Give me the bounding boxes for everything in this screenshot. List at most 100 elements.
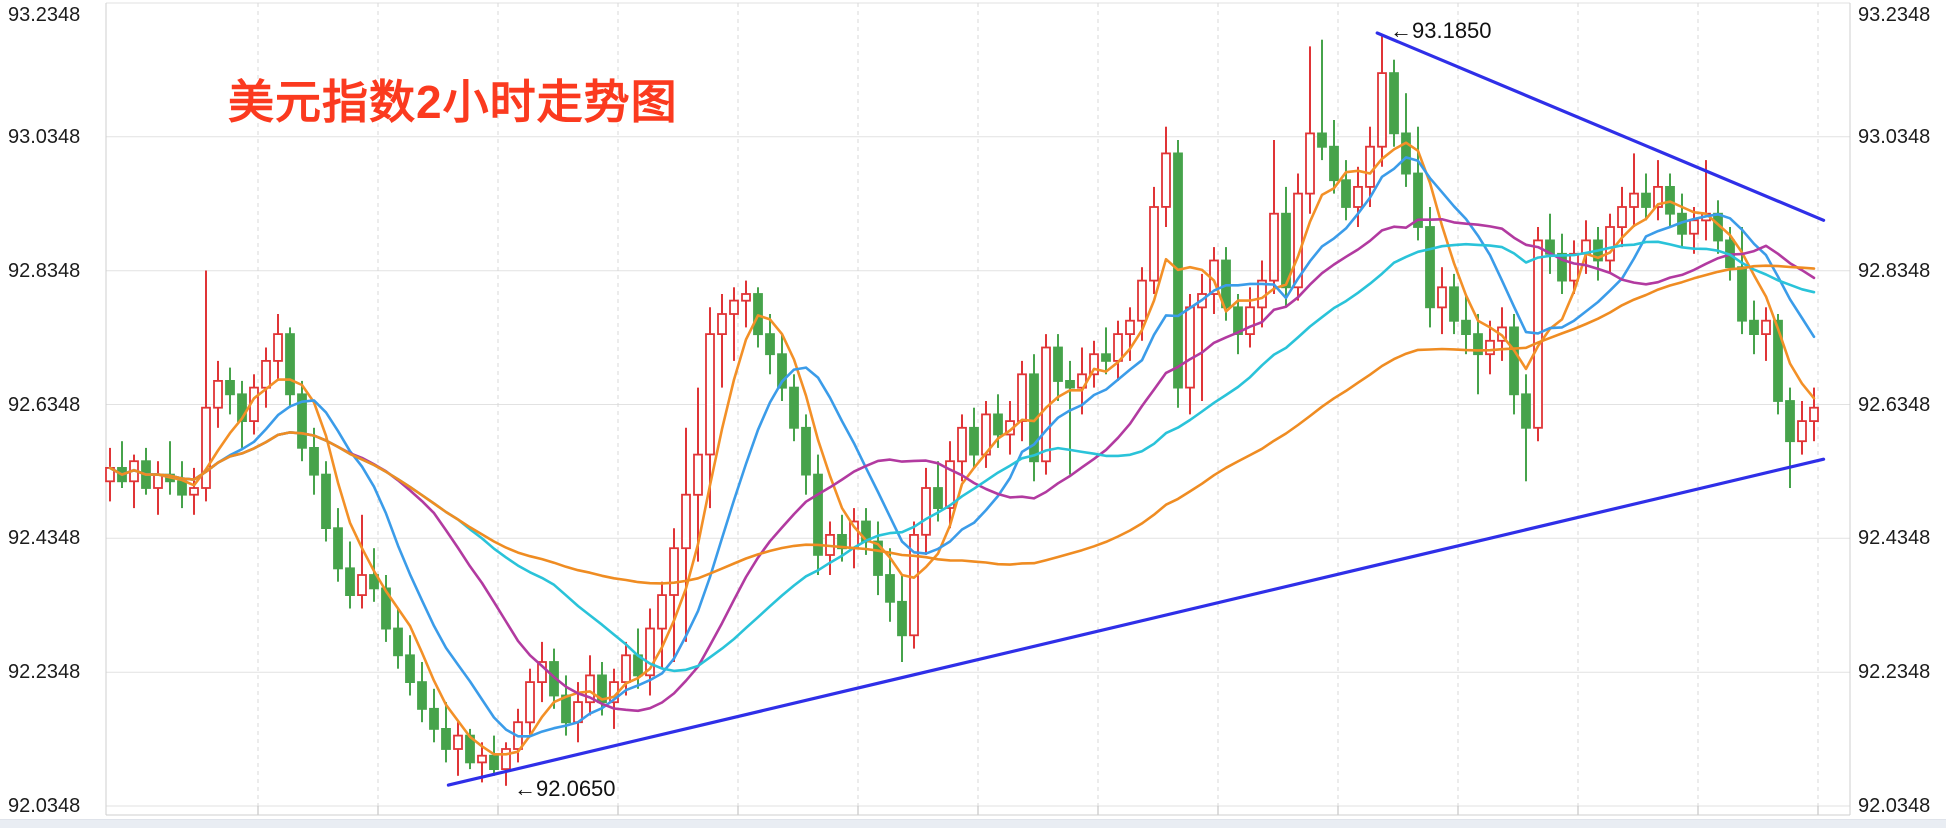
ma-line-60: [108, 264, 1816, 585]
ma-line-5: [108, 141, 1816, 756]
candle-up: [1305, 132, 1315, 195]
candle-up: [1569, 252, 1579, 282]
candle-down: [1641, 192, 1651, 208]
candle-down: [177, 480, 187, 496]
candle-up: [921, 487, 931, 536]
chart-title: 美元指数2小时走势图: [228, 76, 678, 128]
candle-down: [597, 674, 607, 704]
candle-up: [645, 627, 655, 677]
candle-up: [717, 313, 727, 336]
y-axis-label-right-2: 92.8348: [1858, 259, 1931, 282]
candle-down: [297, 393, 307, 449]
candle-down: [1461, 319, 1471, 336]
candle-down: [777, 353, 787, 389]
candle-down: [405, 654, 415, 683]
candle-down: [1557, 252, 1567, 282]
y-axis-label-left-2: 92.8348: [8, 259, 81, 282]
candle-down: [1785, 400, 1795, 443]
candle-down: [813, 473, 823, 556]
candle-up: [1809, 406, 1819, 423]
candle-down: [489, 754, 499, 771]
y-axis-label-right-1: 93.0348: [1858, 125, 1931, 148]
candle-down: [1665, 185, 1675, 215]
candle-down: [1413, 172, 1423, 228]
candle-up: [1017, 373, 1027, 422]
candle-up: [357, 574, 367, 597]
candle-down: [873, 540, 883, 576]
y-axis-label-right-6: 92.0348: [1858, 795, 1931, 817]
candle-up: [957, 426, 967, 463]
candle-down: [369, 574, 379, 590]
y-axis-label-right-5: 92.2348: [1858, 661, 1931, 684]
candle-up: [213, 379, 223, 409]
candle-up: [1245, 306, 1255, 335]
y-axis-label-right-0: 93.2348: [1858, 4, 1931, 26]
candle-up: [501, 748, 511, 771]
candle-up: [729, 299, 739, 315]
candle-down: [801, 426, 811, 476]
trendline-ascending-support: [446, 457, 1826, 787]
bottom-scrollbar[interactable]: [0, 819, 1946, 828]
candle-up: [1629, 192, 1639, 208]
candle-up: [1149, 206, 1159, 282]
candle-down: [1317, 132, 1327, 148]
candle-down: [789, 386, 799, 429]
candle-up: [1269, 212, 1279, 282]
candle-up: [261, 359, 271, 389]
y-axis-label-left-6: 92.0348: [8, 795, 81, 817]
candle-up: [1761, 319, 1771, 336]
candle-up: [1365, 145, 1375, 188]
candle-down: [1449, 286, 1459, 322]
candle-down: [969, 426, 979, 456]
ma-line-10: [108, 156, 1816, 738]
candle-down: [321, 473, 331, 530]
candle-down: [1425, 226, 1435, 309]
candle-down: [1737, 266, 1747, 322]
candle-down: [1473, 333, 1483, 356]
candle-down: [993, 413, 1003, 436]
candle-up: [1377, 72, 1387, 148]
candle-up: [705, 333, 715, 456]
candle-up: [1485, 339, 1495, 356]
candle-up: [657, 594, 667, 630]
y-axis-label-left-0: 93.2348: [8, 4, 81, 26]
candle-up: [537, 661, 547, 684]
candle-down: [225, 379, 235, 396]
candle-up: [945, 460, 955, 509]
candle-up: [1437, 286, 1447, 309]
candle-up: [1161, 152, 1171, 208]
candle-up: [477, 754, 487, 764]
candle-up: [741, 293, 751, 302]
candle-down: [1509, 326, 1519, 396]
candle-up: [585, 674, 595, 704]
candle-up: [1293, 192, 1303, 289]
candle-up: [669, 547, 679, 596]
candle-down: [441, 728, 451, 750]
candle-down: [309, 446, 319, 476]
high-price-annotation: ←93.1850: [1390, 18, 1492, 43]
candle-down: [1281, 212, 1291, 289]
candle-up: [189, 487, 199, 496]
candle-up: [1089, 353, 1099, 376]
candle-down: [1221, 259, 1231, 309]
trendline-descending-resistance: [1375, 31, 1826, 222]
candle-down: [237, 393, 247, 422]
candle-up: [1185, 306, 1195, 389]
candle-down: [1065, 379, 1075, 389]
low-price-annotation: ←92.0650: [514, 776, 616, 801]
candle-down: [1773, 319, 1783, 402]
candle-up: [681, 493, 691, 550]
candle-up: [273, 333, 283, 362]
candle-down: [885, 574, 895, 603]
candle-down: [285, 333, 295, 396]
candle-up: [909, 534, 919, 637]
candle-up: [1797, 420, 1807, 443]
candle-down: [1389, 72, 1399, 135]
candle-up: [1653, 185, 1663, 208]
candle-up: [1113, 333, 1123, 362]
candle-down: [1341, 179, 1351, 208]
candle-down: [1329, 145, 1339, 182]
candle-up: [621, 654, 631, 683]
candle-up: [1689, 219, 1699, 235]
